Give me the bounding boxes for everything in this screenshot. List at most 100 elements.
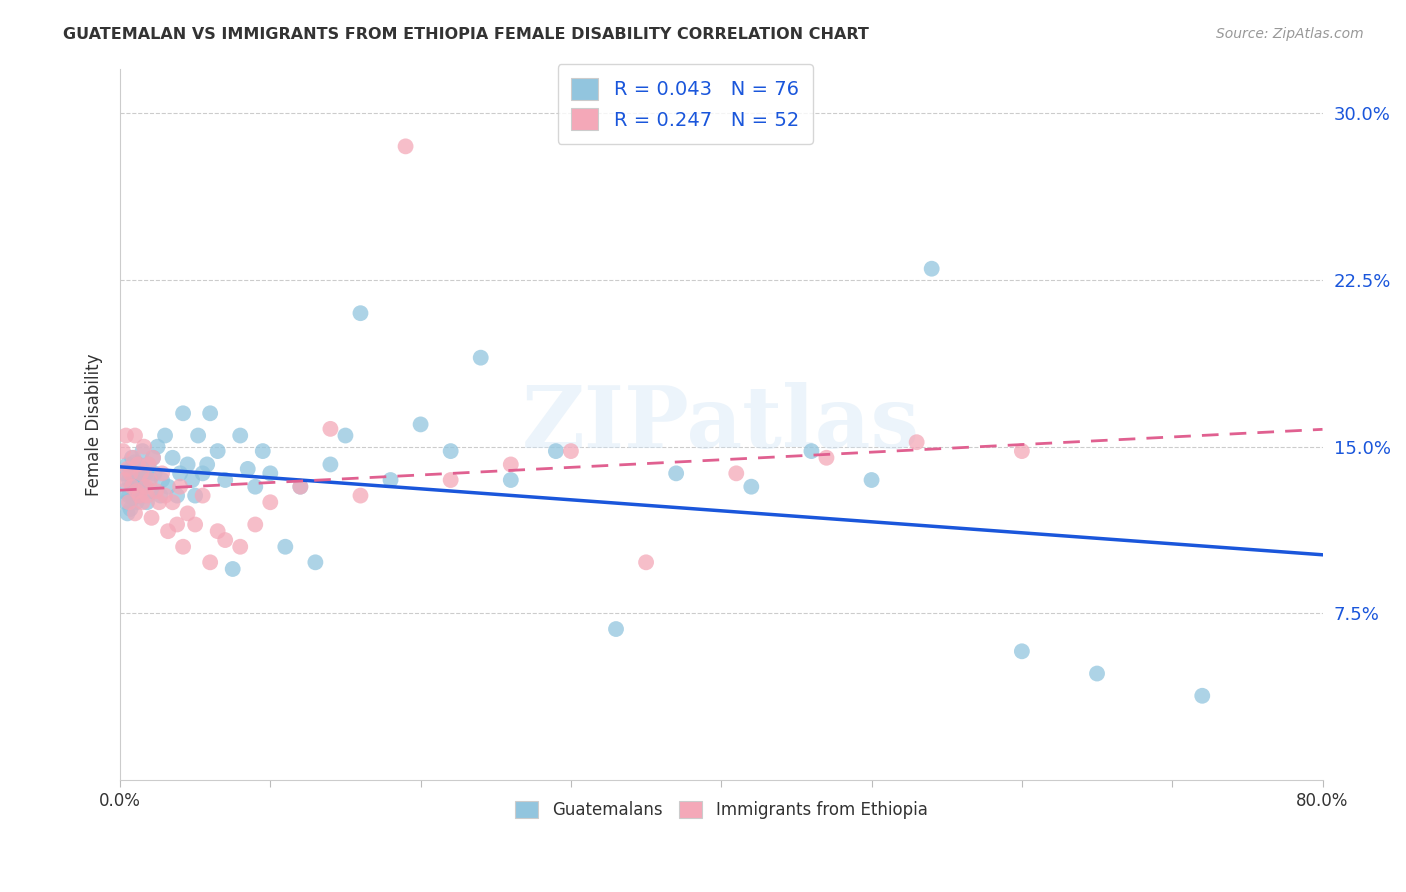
Point <box>195 458 218 472</box>
Point <box>499 458 522 472</box>
Point <box>560 444 582 458</box>
Point <box>141 511 163 525</box>
Point <box>111 444 134 458</box>
Point <box>229 540 252 554</box>
Point <box>131 462 153 476</box>
Point <box>740 480 762 494</box>
Point <box>124 507 146 521</box>
Point <box>118 495 141 509</box>
Point <box>252 444 274 458</box>
Point <box>125 495 148 509</box>
Point <box>157 480 180 494</box>
Point <box>136 495 159 509</box>
Point <box>142 450 165 465</box>
Point <box>191 489 214 503</box>
Point <box>665 467 688 481</box>
Point <box>304 555 326 569</box>
Point <box>1011 644 1033 658</box>
Point <box>143 467 166 481</box>
Point <box>921 261 943 276</box>
Point <box>138 458 160 472</box>
Point <box>172 540 194 554</box>
Point <box>229 428 252 442</box>
Point <box>259 495 281 509</box>
Point <box>134 480 156 494</box>
Point <box>111 484 134 499</box>
Point <box>120 467 142 481</box>
Point <box>127 484 149 499</box>
Point <box>380 473 402 487</box>
Point <box>245 517 267 532</box>
Point <box>409 417 432 432</box>
Legend: Guatemalans, Immigrants from Ethiopia: Guatemalans, Immigrants from Ethiopia <box>509 794 934 825</box>
Point <box>121 450 143 465</box>
Point <box>245 480 267 494</box>
Point <box>349 306 371 320</box>
Point <box>169 480 191 494</box>
Point <box>132 480 155 494</box>
Point <box>335 428 357 442</box>
Point <box>139 473 162 487</box>
Point <box>122 491 145 505</box>
Point <box>115 428 138 442</box>
Point <box>120 502 142 516</box>
Point <box>800 444 823 458</box>
Point <box>115 495 138 509</box>
Point <box>259 467 281 481</box>
Point <box>129 473 152 487</box>
Point <box>290 480 312 494</box>
Point <box>127 458 149 472</box>
Point <box>142 450 165 465</box>
Point <box>131 495 153 509</box>
Point <box>169 467 191 481</box>
Point <box>544 444 567 458</box>
Point <box>114 467 136 481</box>
Point <box>319 458 342 472</box>
Point <box>290 480 312 494</box>
Point <box>128 489 150 503</box>
Point <box>118 473 141 487</box>
Point <box>136 489 159 503</box>
Point <box>222 562 245 576</box>
Point <box>124 428 146 442</box>
Point <box>198 406 221 420</box>
Point <box>149 489 172 503</box>
Point <box>274 540 297 554</box>
Point <box>860 473 883 487</box>
Point <box>198 555 221 569</box>
Point <box>145 484 167 499</box>
Point <box>319 422 342 436</box>
Point <box>636 555 658 569</box>
Point <box>1191 689 1213 703</box>
Point <box>166 489 188 503</box>
Point <box>162 495 184 509</box>
Point <box>138 458 160 472</box>
Point <box>166 517 188 532</box>
Point <box>725 467 748 481</box>
Point <box>124 482 146 496</box>
Point <box>207 444 229 458</box>
Point <box>114 473 136 487</box>
Y-axis label: Female Disability: Female Disability <box>86 353 103 496</box>
Point <box>139 471 162 485</box>
Point <box>129 467 152 481</box>
Point <box>148 495 170 509</box>
Point <box>127 458 149 472</box>
Point <box>815 450 838 465</box>
Point <box>162 450 184 465</box>
Point <box>121 477 143 491</box>
Point <box>117 507 139 521</box>
Point <box>150 467 173 481</box>
Point <box>146 440 169 454</box>
Point <box>905 435 928 450</box>
Text: GUATEMALAN VS IMMIGRANTS FROM ETHIOPIA FEMALE DISABILITY CORRELATION CHART: GUATEMALAN VS IMMIGRANTS FROM ETHIOPIA F… <box>63 27 869 42</box>
Point <box>440 473 463 487</box>
Point <box>214 533 236 547</box>
Point <box>122 471 145 485</box>
Point <box>1085 666 1108 681</box>
Point <box>184 489 207 503</box>
Point <box>176 458 198 472</box>
Point <box>214 473 236 487</box>
Point <box>125 467 148 481</box>
Point <box>207 524 229 538</box>
